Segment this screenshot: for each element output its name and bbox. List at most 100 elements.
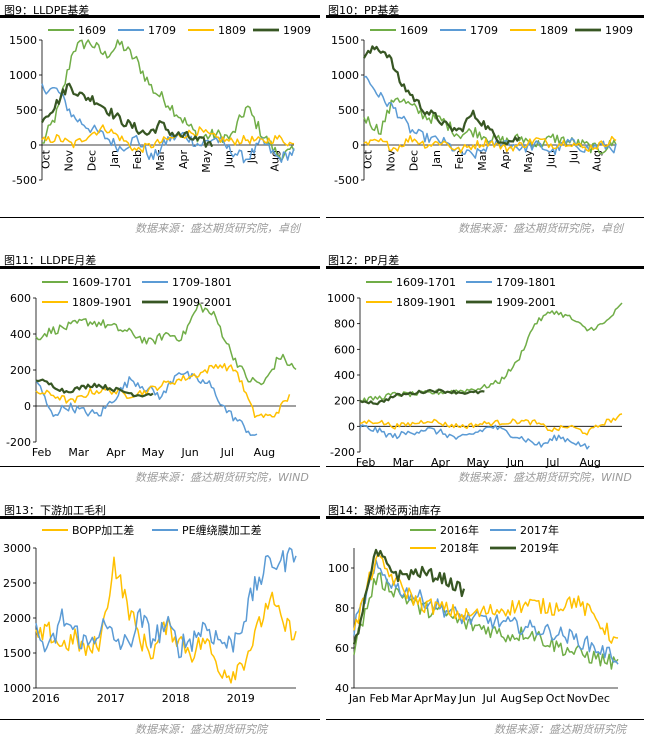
- chart-panel-fig10: 图10：PP基差 -500 0 500 1000 1500 Oct Nov Dec Jan Feb…: [326, 0, 646, 240]
- chart-panel-fig14: 图14：聚烯烃两油库存 40 60 80 100 Jan Feb Mar Apr May Jun J…: [326, 494, 646, 736]
- x-tick-label: Jul: [246, 150, 259, 164]
- x-tick-label: Jun: [458, 692, 476, 705]
- title-underline: [326, 516, 644, 519]
- data-source-note: 数据来源：盛达期货研究院: [135, 723, 267, 736]
- x-tick-label: Sep: [523, 692, 544, 705]
- x-tick-label: Nov: [567, 692, 589, 705]
- series-line: [352, 548, 466, 645]
- series-line: [35, 302, 297, 386]
- x-tick-label: Apr: [106, 446, 126, 459]
- x-tick-label: Nov: [384, 150, 397, 172]
- series-line: [35, 363, 291, 419]
- title-underline: [326, 15, 644, 18]
- series-line: [353, 572, 619, 670]
- x-tick-label: Feb: [32, 446, 51, 459]
- legend-label: 1909: [605, 24, 633, 37]
- x-tick-label: Mar: [391, 692, 412, 705]
- chart-title: 图13：下游加工毛利: [4, 504, 106, 517]
- x-tick-label: Jul: [568, 150, 581, 164]
- y-tick-label: 1500: [9, 34, 37, 47]
- x-tick-label: Aug: [254, 446, 275, 459]
- x-tick-label: Nov: [62, 150, 75, 172]
- x-tick-label: Aug: [591, 150, 604, 171]
- y-tick-label: 400: [334, 369, 355, 382]
- series-line: [35, 556, 297, 684]
- y-tick-label: 0: [24, 400, 31, 413]
- y-tick-label: 600: [334, 343, 355, 356]
- x-tick-label: Jan: [348, 692, 366, 705]
- legend-label: 2018年: [440, 541, 479, 555]
- divider: [326, 719, 644, 720]
- legend-label: 1709: [148, 24, 176, 37]
- y-tick-label: -500: [334, 174, 359, 187]
- y-tick-label: -200: [6, 436, 31, 449]
- x-tick-label: Feb: [131, 150, 144, 169]
- legend-label: 1609-1701: [396, 276, 456, 289]
- x-tick-label: Feb: [453, 150, 466, 169]
- x-tick-label: Dec: [589, 692, 610, 705]
- chart-panel-fig13: 图13：下游加工毛利 1000 1500 2000 2500 3000 2016 2017 2…: [0, 494, 320, 736]
- x-tick-label: Mar: [476, 150, 489, 171]
- x-tick-label: 2016: [32, 692, 60, 705]
- x-tick-label: Oct: [39, 149, 52, 169]
- series-line: [353, 552, 619, 644]
- chart-svg: 40 60 80 100 Jan Feb Mar Apr May Jun Jul Aug Sep Oct N…: [328, 523, 619, 705]
- y-tick-label: 200: [334, 395, 355, 408]
- legend-label: 1609-1701: [72, 276, 132, 289]
- x-tick-label: Jun: [223, 150, 236, 168]
- x-tick-label: Mar: [68, 446, 89, 459]
- legend-label: 2017年: [520, 523, 559, 537]
- x-tick-label: Dec: [85, 150, 98, 171]
- x-tick-label: May: [467, 456, 490, 469]
- chart-title: 图9：LLDPE基差: [4, 4, 90, 17]
- y-tick-label: 0: [352, 139, 359, 152]
- chart-title: 图11：LLDPE月差: [4, 254, 97, 267]
- title-underline: [0, 15, 320, 18]
- y-tick-label: 40: [335, 682, 349, 695]
- y-tick-label: 600: [10, 292, 31, 305]
- x-tick-label: Feb: [356, 456, 375, 469]
- legend-label: 1909: [283, 24, 311, 37]
- chart-panel-fig11: 图11：LLDPE月差 -200 0 200 400 600 Feb Mar Apr May Ju…: [0, 246, 320, 486]
- legend-label: 2019年: [520, 541, 559, 555]
- chart-panel-fig9: 图9：LLDPE基差 -500 0 500 1000 1500 Oct Nov Dec Jan F…: [0, 0, 320, 240]
- x-tick-label: Aug: [501, 692, 522, 705]
- x-tick-label: 2018: [162, 692, 190, 705]
- y-tick-label: 200: [10, 364, 31, 377]
- divider: [326, 217, 644, 218]
- x-tick-label: 2017: [97, 692, 125, 705]
- x-tick-label: May: [142, 446, 165, 459]
- legend-label: 2016年: [440, 523, 479, 537]
- y-tick-label: 1000: [331, 69, 359, 82]
- series-line: [35, 370, 258, 436]
- legend-label: PE缠绕膜加工差: [182, 523, 262, 537]
- data-source-note: 数据来源：盛达期货研究院，卓创: [135, 222, 300, 235]
- x-tick-label: Jul: [220, 446, 234, 459]
- series-line: [41, 83, 295, 164]
- chart-title: 图10：PP基差: [328, 4, 400, 17]
- chart-svg: -200 0 200 400 600 Feb Mar Apr May Jun Jul Aug 1609-…: [6, 276, 297, 459]
- x-tick-label: Jul: [482, 692, 496, 705]
- y-tick-label: 1000: [327, 292, 355, 305]
- series-line: [363, 75, 617, 159]
- x-tick-label: Jan: [108, 150, 121, 168]
- y-tick-label: 1500: [331, 34, 359, 47]
- y-tick-label: 3000: [3, 542, 31, 555]
- series-line: [42, 39, 295, 162]
- chart-svg: 1000 1500 2000 2500 3000 2016 2017 2018 2019 BOPP…: [3, 523, 297, 705]
- y-tick-label: 0: [30, 139, 37, 152]
- legend-label: 1809: [218, 24, 246, 37]
- x-tick-label: Jun: [506, 456, 524, 469]
- series-line: [35, 378, 154, 398]
- x-tick-label: Feb: [370, 692, 389, 705]
- legend-label: 1809-1901: [396, 296, 456, 309]
- divider: [0, 466, 320, 467]
- title-underline: [326, 266, 644, 269]
- data-source-note: 数据来源：盛达期货研究院，WIND: [135, 471, 309, 484]
- series-line: [41, 124, 295, 153]
- x-tick-label: May: [434, 692, 457, 705]
- divider: [0, 719, 320, 720]
- series-line: [359, 424, 590, 450]
- x-tick-label: Dec: [407, 150, 420, 171]
